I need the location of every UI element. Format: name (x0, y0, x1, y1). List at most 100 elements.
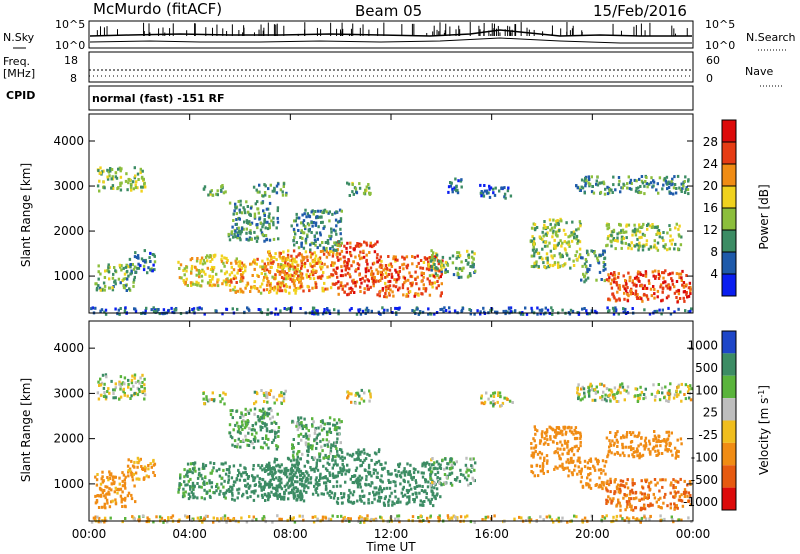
range-gate-cell (201, 467, 205, 470)
range-gate-cell (317, 257, 320, 261)
range-gate-cell (562, 228, 566, 232)
range-gate-cell (187, 497, 191, 501)
range-gate-cell (348, 273, 351, 277)
range-gate-cell (255, 188, 258, 192)
range-gate-cell (681, 186, 684, 190)
range-gate-cell (386, 284, 389, 288)
range-gate-cell (283, 469, 286, 473)
range-gate-cell (368, 389, 371, 393)
nsearch-label: N.Search (746, 31, 796, 44)
range-gate-cell (297, 286, 300, 290)
range-gate-cell (620, 240, 623, 244)
range-gate-cell (141, 373, 144, 377)
range-gate-cell (577, 383, 580, 387)
range-gate-cell (323, 308, 326, 311)
range-gate-cell (479, 183, 482, 187)
range-gate-cell (638, 279, 641, 283)
range-gate-cell (401, 263, 404, 267)
range-gate-cell (147, 475, 150, 479)
range-gate-cell (338, 252, 342, 256)
range-gate-cell (642, 506, 645, 510)
range-gate-cell (241, 274, 244, 277)
range-gate-cell (628, 497, 631, 500)
freq-tick-high: 18 (64, 54, 78, 67)
range-gate-cell (284, 471, 288, 475)
range-gate-cell (293, 480, 297, 484)
range-gate-cell (573, 232, 576, 236)
range-gate-cell (121, 490, 124, 494)
range-gate-cell (114, 175, 117, 179)
range-gate-cell (323, 476, 326, 479)
range-gate-cell (429, 477, 432, 480)
range-gate-cell (236, 496, 239, 500)
range-gate-cell (273, 401, 276, 405)
range-gate-cell (359, 290, 362, 293)
range-gate-cell (607, 223, 610, 227)
range-gate-cell (621, 385, 625, 389)
range-gate-cell (244, 478, 247, 482)
range-gate-cell (203, 312, 206, 316)
range-gate-cell (359, 478, 362, 482)
range-gate-cell (644, 387, 647, 391)
range-gate-cell (132, 267, 136, 271)
range-gate-cell (358, 254, 361, 258)
cpid-value: normal (fast) -151 RF (92, 92, 225, 105)
range-gate-cell (603, 516, 607, 520)
range-gate-cell (289, 491, 292, 495)
range-gate-cell (120, 268, 123, 272)
range-gate-cell (580, 256, 583, 260)
range-gate-cell (213, 491, 216, 495)
range-gate-cell (579, 480, 583, 484)
range-gate-cell (687, 516, 690, 520)
range-gate-cell (296, 480, 299, 484)
range-gate-cell (259, 228, 263, 232)
range-gate-cell (412, 467, 416, 471)
range-gate-cell (681, 283, 684, 287)
range-gate-cell (647, 247, 651, 251)
range-gate-cell (546, 308, 550, 312)
range-gate-cell (143, 181, 146, 185)
range-gate-cell (638, 191, 641, 195)
range-gate-cell (559, 255, 562, 259)
range-gate-cell (240, 474, 243, 478)
range-gate-cell (578, 392, 581, 396)
range-gate-cell (428, 279, 431, 283)
range-gate-cell (123, 504, 127, 508)
range-gate-cell (322, 252, 326, 256)
range-gate-cell (540, 432, 544, 436)
range-gate-cell (389, 480, 392, 484)
range-gate-cell (226, 468, 229, 472)
range-gate-cell (426, 277, 429, 281)
range-gate-cell (268, 226, 271, 230)
range-gate-cell (118, 380, 121, 384)
range-gate-cell (199, 516, 202, 520)
range-gate-cell (155, 310, 158, 314)
range-gate-cell (253, 280, 256, 284)
range-gate-cell (235, 222, 238, 226)
range-gate-cell (223, 495, 226, 499)
range-gate-cell (451, 187, 454, 191)
range-gate-cell (132, 384, 135, 388)
range-gate-cell (609, 497, 612, 501)
range-gate-cell (664, 243, 667, 247)
range-gate-cell (613, 490, 616, 494)
range-gate-cell (311, 467, 315, 471)
range-gate-cell (224, 461, 227, 465)
range-gate-cell (533, 446, 536, 450)
range-gate-cell (375, 461, 378, 464)
range-gate-cell (263, 485, 266, 489)
range-gate-cell (269, 183, 272, 187)
range-gate-cell (134, 307, 137, 311)
range-gate-cell (387, 291, 391, 295)
range-gate-cell (314, 223, 317, 227)
range-gate-cell (638, 225, 641, 229)
range-gate-cell (203, 466, 206, 470)
range-gate-cell (589, 459, 593, 463)
range-gate-cell (542, 261, 545, 265)
range-gate-cell (253, 230, 256, 234)
range-gate-cell (99, 171, 102, 175)
range-gate-cell (632, 447, 635, 451)
range-gate-cell (604, 397, 607, 401)
range-gate-cell (509, 310, 513, 314)
range-gate-cell (681, 504, 685, 508)
